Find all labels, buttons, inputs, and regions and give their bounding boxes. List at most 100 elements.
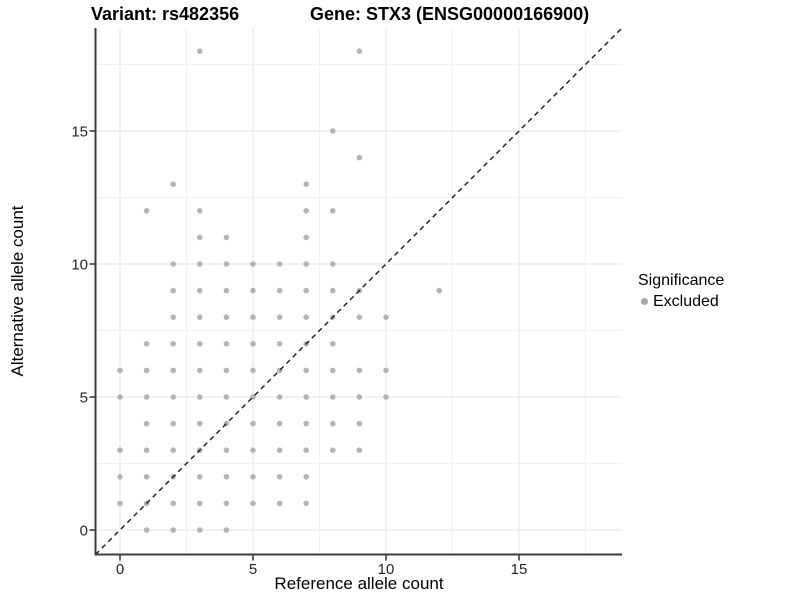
data-point [330,128,336,134]
data-point [223,314,230,321]
data-point [143,527,150,533]
data-point [117,500,123,507]
data-point [330,261,336,267]
data-point [250,500,256,507]
data-point [356,48,363,54]
y-tick-label: 10 [71,257,88,274]
data-point [170,394,176,400]
data-point [117,394,123,400]
legend: Significance Excluded [638,271,724,310]
data-point [170,314,176,321]
x-tick-label: 15 [511,561,528,578]
data-point [383,367,389,374]
data-point [250,341,256,347]
data-point [303,314,310,321]
gene-title: Gene: STX3 (ENSG00000166900) [310,4,590,24]
data-point [250,447,256,454]
data-point [223,234,230,241]
data-point [170,341,176,347]
data-point [250,420,256,427]
y-tick-label: 0 [80,523,88,540]
data-point [197,500,203,507]
data-point [250,287,256,294]
data-point [223,474,230,480]
excluded-point-icon [641,298,648,305]
data-point [330,447,336,454]
data-point [276,474,283,480]
data-point [250,474,256,480]
identity-line [95,27,623,555]
data-point [223,447,230,454]
data-point [330,341,336,347]
legend-title: Significance [638,272,725,289]
data-point [143,208,150,214]
data-point [303,447,310,454]
data-point [330,287,336,294]
x-tick-label: 5 [249,561,257,578]
data-point [303,261,310,267]
x-tick-label: 0 [116,561,124,578]
data-point [383,394,389,400]
data-point [330,367,336,374]
data-point [143,394,150,400]
legend-item-label: Excluded [653,293,719,310]
data-point [303,287,310,294]
data-point [223,261,230,267]
data-point [170,500,176,507]
data-point [303,500,310,507]
data-point [303,420,310,427]
data-point [117,474,123,480]
data-point [170,527,176,533]
data-point [170,447,176,454]
data-point [330,208,336,214]
data-point [303,367,310,374]
data-point [276,394,283,400]
data-point [223,367,230,374]
data-point [197,287,203,294]
data-point [143,341,150,347]
data-point [356,394,363,400]
data-point [250,314,256,321]
data-point [276,420,283,427]
x-tick-label: 10 [378,561,395,578]
x-axis-title: Reference allele count [274,574,444,593]
data-point [330,420,336,427]
data-point [223,394,230,400]
data-point [250,261,256,267]
data-point [303,208,310,214]
data-point [197,527,203,533]
data-point [197,314,203,321]
data-point [170,287,176,294]
data-point [330,394,336,400]
data-point [223,287,230,294]
data-point [197,367,203,374]
data-point [143,420,150,427]
data-point [197,394,203,400]
data-point [250,367,256,374]
data-point [117,367,123,374]
data-point [276,341,283,347]
data-point [143,474,150,480]
y-tick-label: 5 [80,390,88,407]
data-point [303,394,310,400]
variant-title: Variant: rs482356 [91,4,240,24]
data-point [197,234,203,241]
data-point [197,420,203,427]
data-point [170,367,176,374]
data-point [223,341,230,347]
data-point [117,447,123,454]
data-point [436,287,443,294]
data-point [383,314,389,321]
data-point [356,154,363,161]
data-point [170,261,176,267]
data-point [170,181,176,187]
data-point [276,447,283,454]
legend-item-excluded: Excluded [638,293,724,310]
data-point [356,314,363,321]
data-point [223,500,230,507]
data-point [276,500,283,507]
y-tick-label: 15 [71,124,88,141]
data-point [197,261,203,267]
data-point [223,527,230,533]
